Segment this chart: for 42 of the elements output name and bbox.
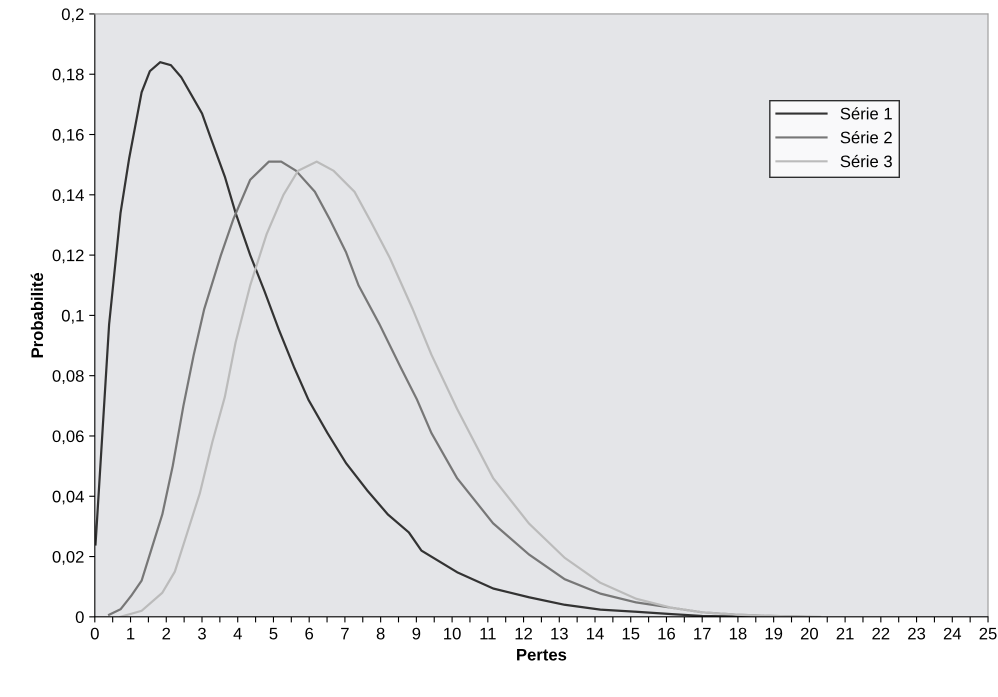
- y-tick-label: 0,1: [62, 310, 84, 324]
- y-tick-label: 0,12: [52, 250, 84, 264]
- x-tick-label: 20: [800, 628, 818, 640]
- x-tick-label: 18: [730, 628, 746, 640]
- x-tick-label: 14: [587, 628, 604, 640]
- legend-label: Série 1: [840, 107, 892, 120]
- x-tick-label: 24: [944, 628, 962, 640]
- x-tick-label: 4: [233, 628, 242, 640]
- y-tick-label: 0,08: [52, 370, 84, 384]
- y-tick-label: 0,2: [62, 8, 84, 22]
- x-tick-label: 15: [622, 628, 640, 640]
- y-tick-label: 0,18: [52, 68, 84, 82]
- y-tick-label: 0,02: [52, 550, 84, 565]
- x-tick-label: 21: [836, 628, 854, 640]
- x-tick-label: 10: [444, 628, 461, 640]
- x-tick-label: 19: [766, 628, 782, 640]
- y-tick-label: 0,16: [52, 128, 84, 143]
- x-tick-label: 7: [341, 628, 349, 640]
- legend-label: Série 2: [840, 130, 892, 144]
- x-tick-label: 17: [694, 628, 711, 640]
- y-tick-label: 0,06: [52, 430, 84, 444]
- x-tick-label: 23: [908, 628, 926, 640]
- x-tick-label: 22: [872, 628, 890, 640]
- x-tick-label: 1: [127, 628, 134, 640]
- y-tick-label: 0,04: [52, 490, 84, 504]
- x-tick-label: 12: [516, 628, 532, 640]
- x-axis-title: Pertes: [517, 648, 566, 661]
- x-tick-label: 25: [980, 628, 997, 640]
- x-tick-label: 6: [305, 628, 314, 640]
- y-tick-label: 0: [76, 611, 84, 624]
- y-tick-label: 0,14: [52, 189, 84, 203]
- x-tick-label: 13: [551, 628, 568, 640]
- x-tick-label: 9: [412, 628, 420, 640]
- x-tick-label: 0: [90, 628, 99, 640]
- x-tick-label: 5: [269, 628, 278, 640]
- x-tick-label: 11: [480, 628, 496, 640]
- x-tick-label: 16: [658, 628, 675, 640]
- legend-label: Série 3: [840, 154, 892, 168]
- x-tick-label: 8: [376, 628, 385, 640]
- x-tick-label: 2: [162, 628, 170, 640]
- x-tick-label: 3: [198, 628, 206, 640]
- y-axis-title: Probabilité: [30, 272, 44, 358]
